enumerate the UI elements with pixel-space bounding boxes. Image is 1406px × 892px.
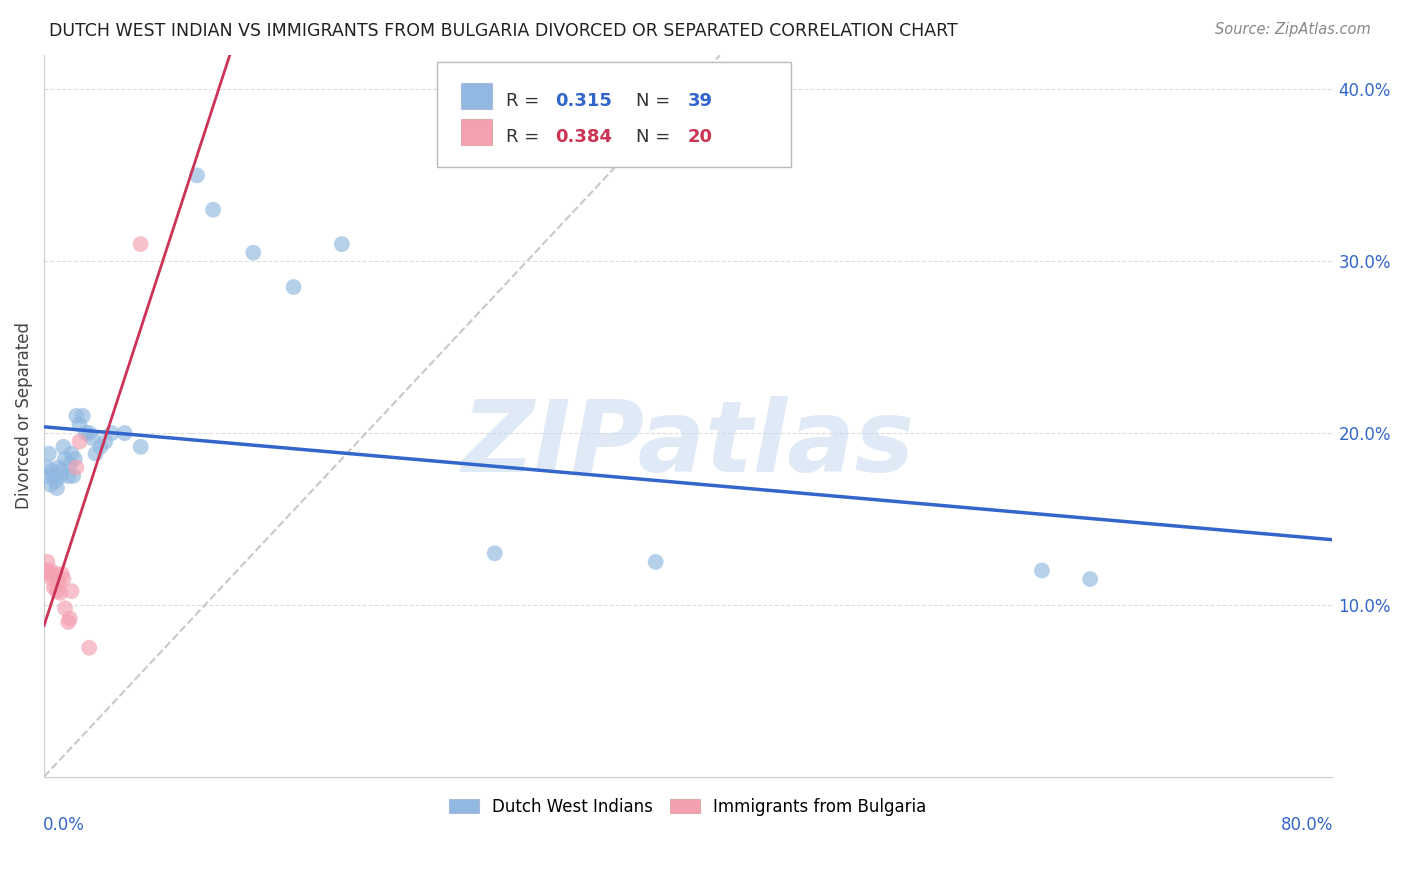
Legend: Dutch West Indians, Immigrants from Bulgaria: Dutch West Indians, Immigrants from Bulg…: [443, 791, 934, 822]
Point: [58, 615, 80, 629]
Text: Source: ZipAtlas.com: Source: ZipAtlas.com: [1215, 22, 1371, 37]
Point: [94, 434, 117, 449]
Point: [48, 575, 70, 590]
Text: 80.0%: 80.0%: [1281, 816, 1333, 834]
Point: [37, 555, 59, 569]
Point: [58, 469, 80, 483]
Point: [202, 202, 225, 217]
Point: [65, 460, 87, 475]
Point: [330, 237, 353, 252]
Point: [44, 474, 66, 488]
Point: [100, 425, 122, 440]
Point: [1031, 564, 1053, 578]
Point: [49, 469, 72, 483]
Point: [51, 464, 73, 478]
Point: [84, 447, 107, 461]
Text: N =: N =: [637, 92, 671, 110]
Point: [49, 586, 72, 600]
Point: [129, 440, 152, 454]
Point: [35, 564, 58, 578]
Point: [39, 564, 62, 578]
Point: [114, 425, 136, 440]
FancyBboxPatch shape: [461, 120, 492, 145]
Text: DUTCH WEST INDIAN VS IMMIGRANTS FROM BULGARIA DIVORCED OR SEPARATED CORRELATION : DUTCH WEST INDIAN VS IMMIGRANTS FROM BUL…: [49, 22, 957, 40]
Point: [72, 409, 94, 423]
Point: [52, 572, 75, 586]
Text: ZIPatlas: ZIPatlas: [461, 396, 914, 493]
Point: [35, 469, 58, 483]
Text: 20: 20: [688, 128, 713, 145]
Point: [242, 245, 264, 260]
Point: [37, 460, 59, 475]
Point: [644, 555, 666, 569]
Point: [77, 640, 100, 655]
Point: [60, 584, 83, 599]
Point: [129, 237, 152, 252]
Point: [52, 440, 75, 454]
Point: [1078, 572, 1101, 586]
Text: 39: 39: [688, 92, 713, 110]
FancyBboxPatch shape: [461, 83, 492, 109]
Text: 0.0%: 0.0%: [42, 816, 84, 834]
Point: [53, 451, 76, 466]
Point: [51, 566, 73, 581]
Point: [65, 409, 87, 423]
Point: [283, 280, 305, 294]
Point: [77, 425, 100, 440]
FancyBboxPatch shape: [437, 62, 790, 167]
Point: [69, 417, 91, 432]
Point: [82, 431, 104, 445]
Text: R =: R =: [506, 92, 540, 110]
Point: [53, 601, 76, 615]
Point: [63, 451, 86, 466]
Point: [39, 477, 62, 491]
Point: [59, 611, 82, 625]
Point: [41, 464, 63, 478]
Point: [42, 469, 65, 483]
Text: N =: N =: [637, 128, 671, 145]
Text: 0.315: 0.315: [555, 92, 612, 110]
Point: [41, 572, 63, 586]
Point: [48, 460, 70, 475]
Point: [75, 425, 97, 440]
Text: 0.384: 0.384: [555, 128, 612, 145]
Point: [60, 447, 83, 461]
Point: [89, 440, 111, 454]
Point: [59, 457, 82, 471]
Point: [42, 581, 65, 595]
Point: [484, 546, 506, 560]
Point: [186, 169, 208, 183]
Point: [38, 566, 60, 581]
Y-axis label: Divorced or Separated: Divorced or Separated: [15, 322, 32, 509]
Point: [46, 584, 69, 599]
Point: [69, 434, 91, 449]
Point: [62, 469, 84, 483]
Point: [44, 566, 66, 581]
Point: [46, 481, 69, 495]
Point: [38, 447, 60, 461]
Text: R =: R =: [506, 128, 540, 145]
